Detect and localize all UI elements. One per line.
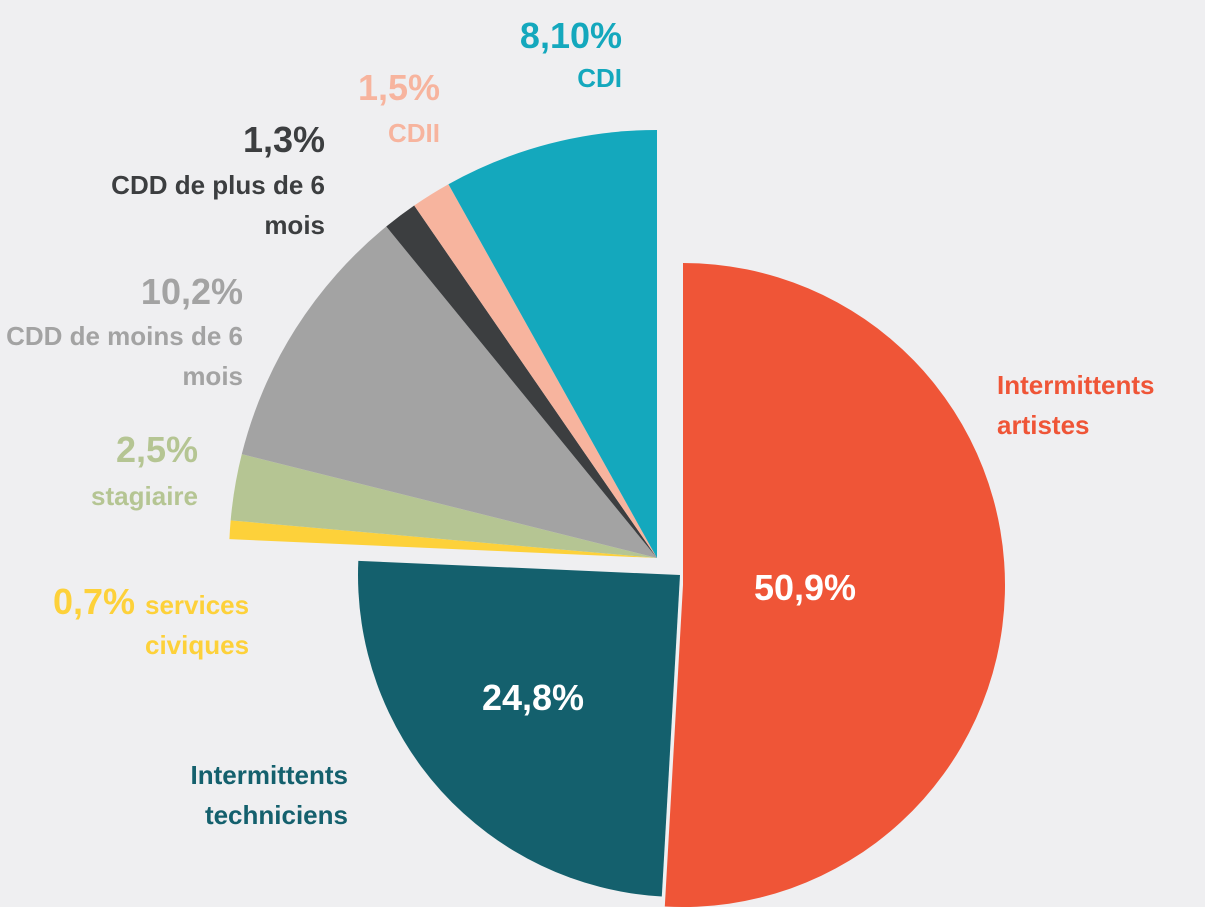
value-label: 2,5% [115, 429, 198, 470]
pie-slice [358, 560, 680, 897]
pie-slice [664, 263, 1006, 907]
value-label: 24,8% [481, 677, 585, 718]
slice-label: Intermittents techniciens [190, 760, 348, 830]
value-label: 1,3% [242, 119, 325, 160]
pie-slice [230, 454, 657, 558]
value-label: 8,10% [519, 15, 622, 56]
value-label: 50,9% [753, 567, 857, 608]
pie-slice [448, 130, 657, 558]
slice-label: CDII [388, 118, 440, 148]
value-label: 10,2% [140, 271, 243, 312]
pie-slice [241, 226, 657, 558]
slice-label: CDD de plus de 6 mois [111, 170, 325, 240]
slice-label: CDD de moins de 6 mois [6, 321, 243, 391]
value-label: 0,7% [52, 581, 135, 622]
slice-label: services civiques [145, 590, 250, 660]
slice-label: CDI [577, 63, 622, 93]
pie-slice [414, 184, 657, 559]
slice-label: stagiaire [91, 481, 198, 511]
pie-slice [229, 520, 657, 558]
slice-label: Intermittents artistes [997, 370, 1155, 440]
pie-slice [386, 205, 657, 558]
value-label: 1,5% [357, 67, 440, 108]
